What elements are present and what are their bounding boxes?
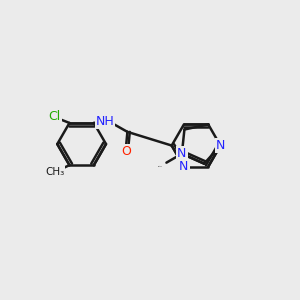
Text: N: N [216,139,225,152]
Text: Cl: Cl [49,110,61,123]
Text: NH: NH [96,115,115,128]
Text: O: O [121,145,131,158]
Text: N: N [179,160,189,173]
Text: CH₃: CH₃ [45,167,64,177]
Text: N: N [177,147,187,160]
Text: methyl: methyl [158,165,163,166]
